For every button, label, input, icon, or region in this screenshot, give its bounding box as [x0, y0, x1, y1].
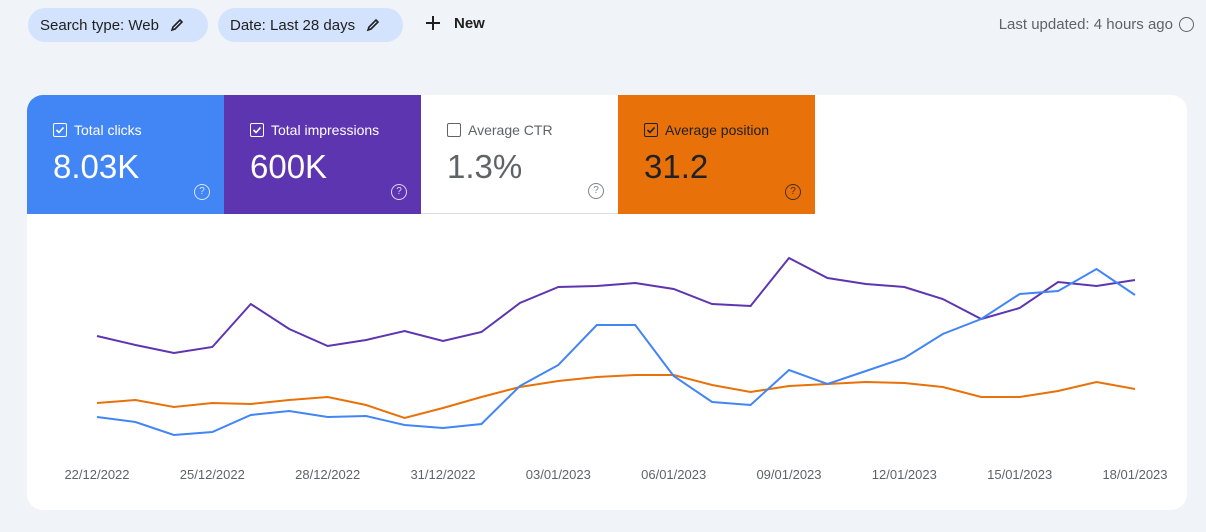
metric-card[interactable]: Average CTR 1.3%? [421, 95, 618, 214]
last-updated: Last updated: 4 hours ago [999, 16, 1194, 33]
metric-label: Average position [665, 122, 770, 138]
performance-panel: Total clicks 8.03K? Total impressions 600K?… [27, 95, 1187, 510]
help-icon[interactable] [1179, 17, 1194, 32]
metric-label-row: Total impressions [250, 122, 379, 138]
checkbox[interactable] [250, 123, 264, 137]
new-label: New [454, 14, 485, 32]
chip-label: Date: Last 28 days [230, 16, 356, 34]
last-updated-text: Last updated: 4 hours ago [998, 16, 1173, 33]
filter-chip[interactable]: Search type: Web [28, 8, 208, 42]
chip-label: Search type: Web [40, 16, 159, 34]
metric-label-row: Average position [644, 122, 769, 138]
metric-value: 600K [250, 148, 328, 185]
metric-value: 31.2 [644, 148, 709, 185]
help-icon[interactable]: ? [785, 184, 801, 200]
metric-value: 8.03K [53, 148, 140, 185]
plus-icon [426, 16, 440, 30]
new-button[interactable]: New [424, 14, 485, 32]
metric-card[interactable]: Average position 31.2? [618, 95, 815, 214]
help-icon[interactable]: ? [588, 183, 604, 199]
checkbox[interactable] [447, 123, 461, 137]
metric-card[interactable]: Total impressions 600K? [224, 95, 421, 214]
filter-chip[interactable]: Date: Last 28 days [218, 8, 403, 42]
metric-label: Total impressions [271, 122, 380, 138]
metric-value: 1.3% [447, 148, 523, 185]
metric-label: Total clicks [74, 122, 142, 138]
edit-icon [366, 18, 380, 32]
checkbox[interactable] [644, 123, 658, 137]
metric-card[interactable]: Total clicks 8.03K? [27, 95, 224, 214]
metric-label-row: Total clicks [53, 122, 142, 138]
metric-label-row: Average CTR [447, 122, 553, 138]
help-icon[interactable]: ? [391, 184, 407, 200]
edit-icon [170, 18, 184, 32]
help-icon[interactable]: ? [194, 184, 210, 200]
metric-label: Average CTR [468, 122, 553, 138]
checkbox[interactable] [53, 123, 67, 137]
